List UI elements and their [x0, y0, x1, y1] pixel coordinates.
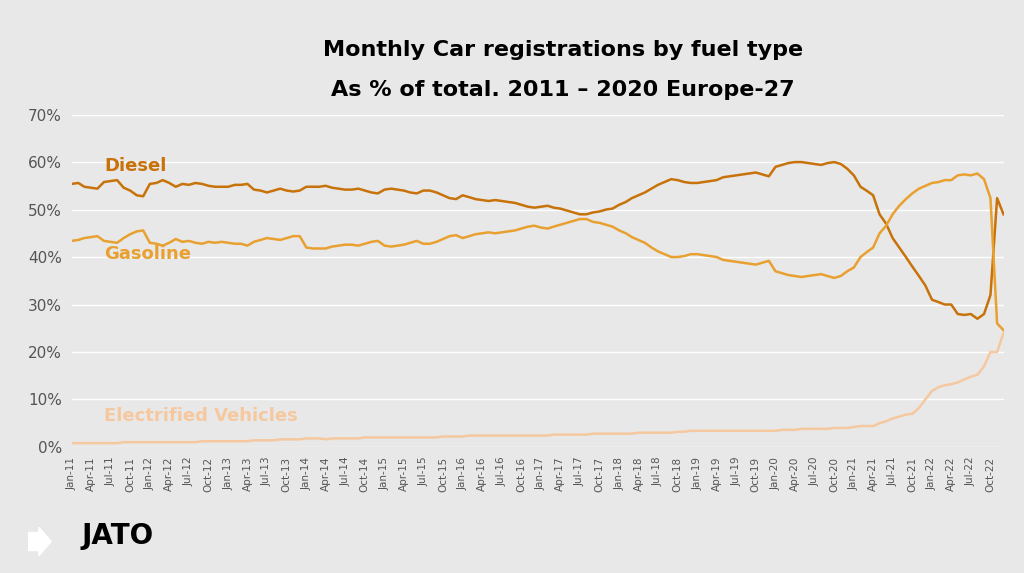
FancyArrow shape	[29, 527, 51, 556]
Text: As % of total. 2011 – 2020 Europe-27: As % of total. 2011 – 2020 Europe-27	[332, 80, 795, 100]
Text: Diesel: Diesel	[104, 156, 166, 175]
Text: Electrified Vehicles: Electrified Vehicles	[104, 407, 298, 425]
Text: Monthly Car registrations by fuel type: Monthly Car registrations by fuel type	[324, 40, 803, 60]
Text: JATO: JATO	[82, 522, 154, 550]
Text: Gasoline: Gasoline	[104, 245, 191, 264]
